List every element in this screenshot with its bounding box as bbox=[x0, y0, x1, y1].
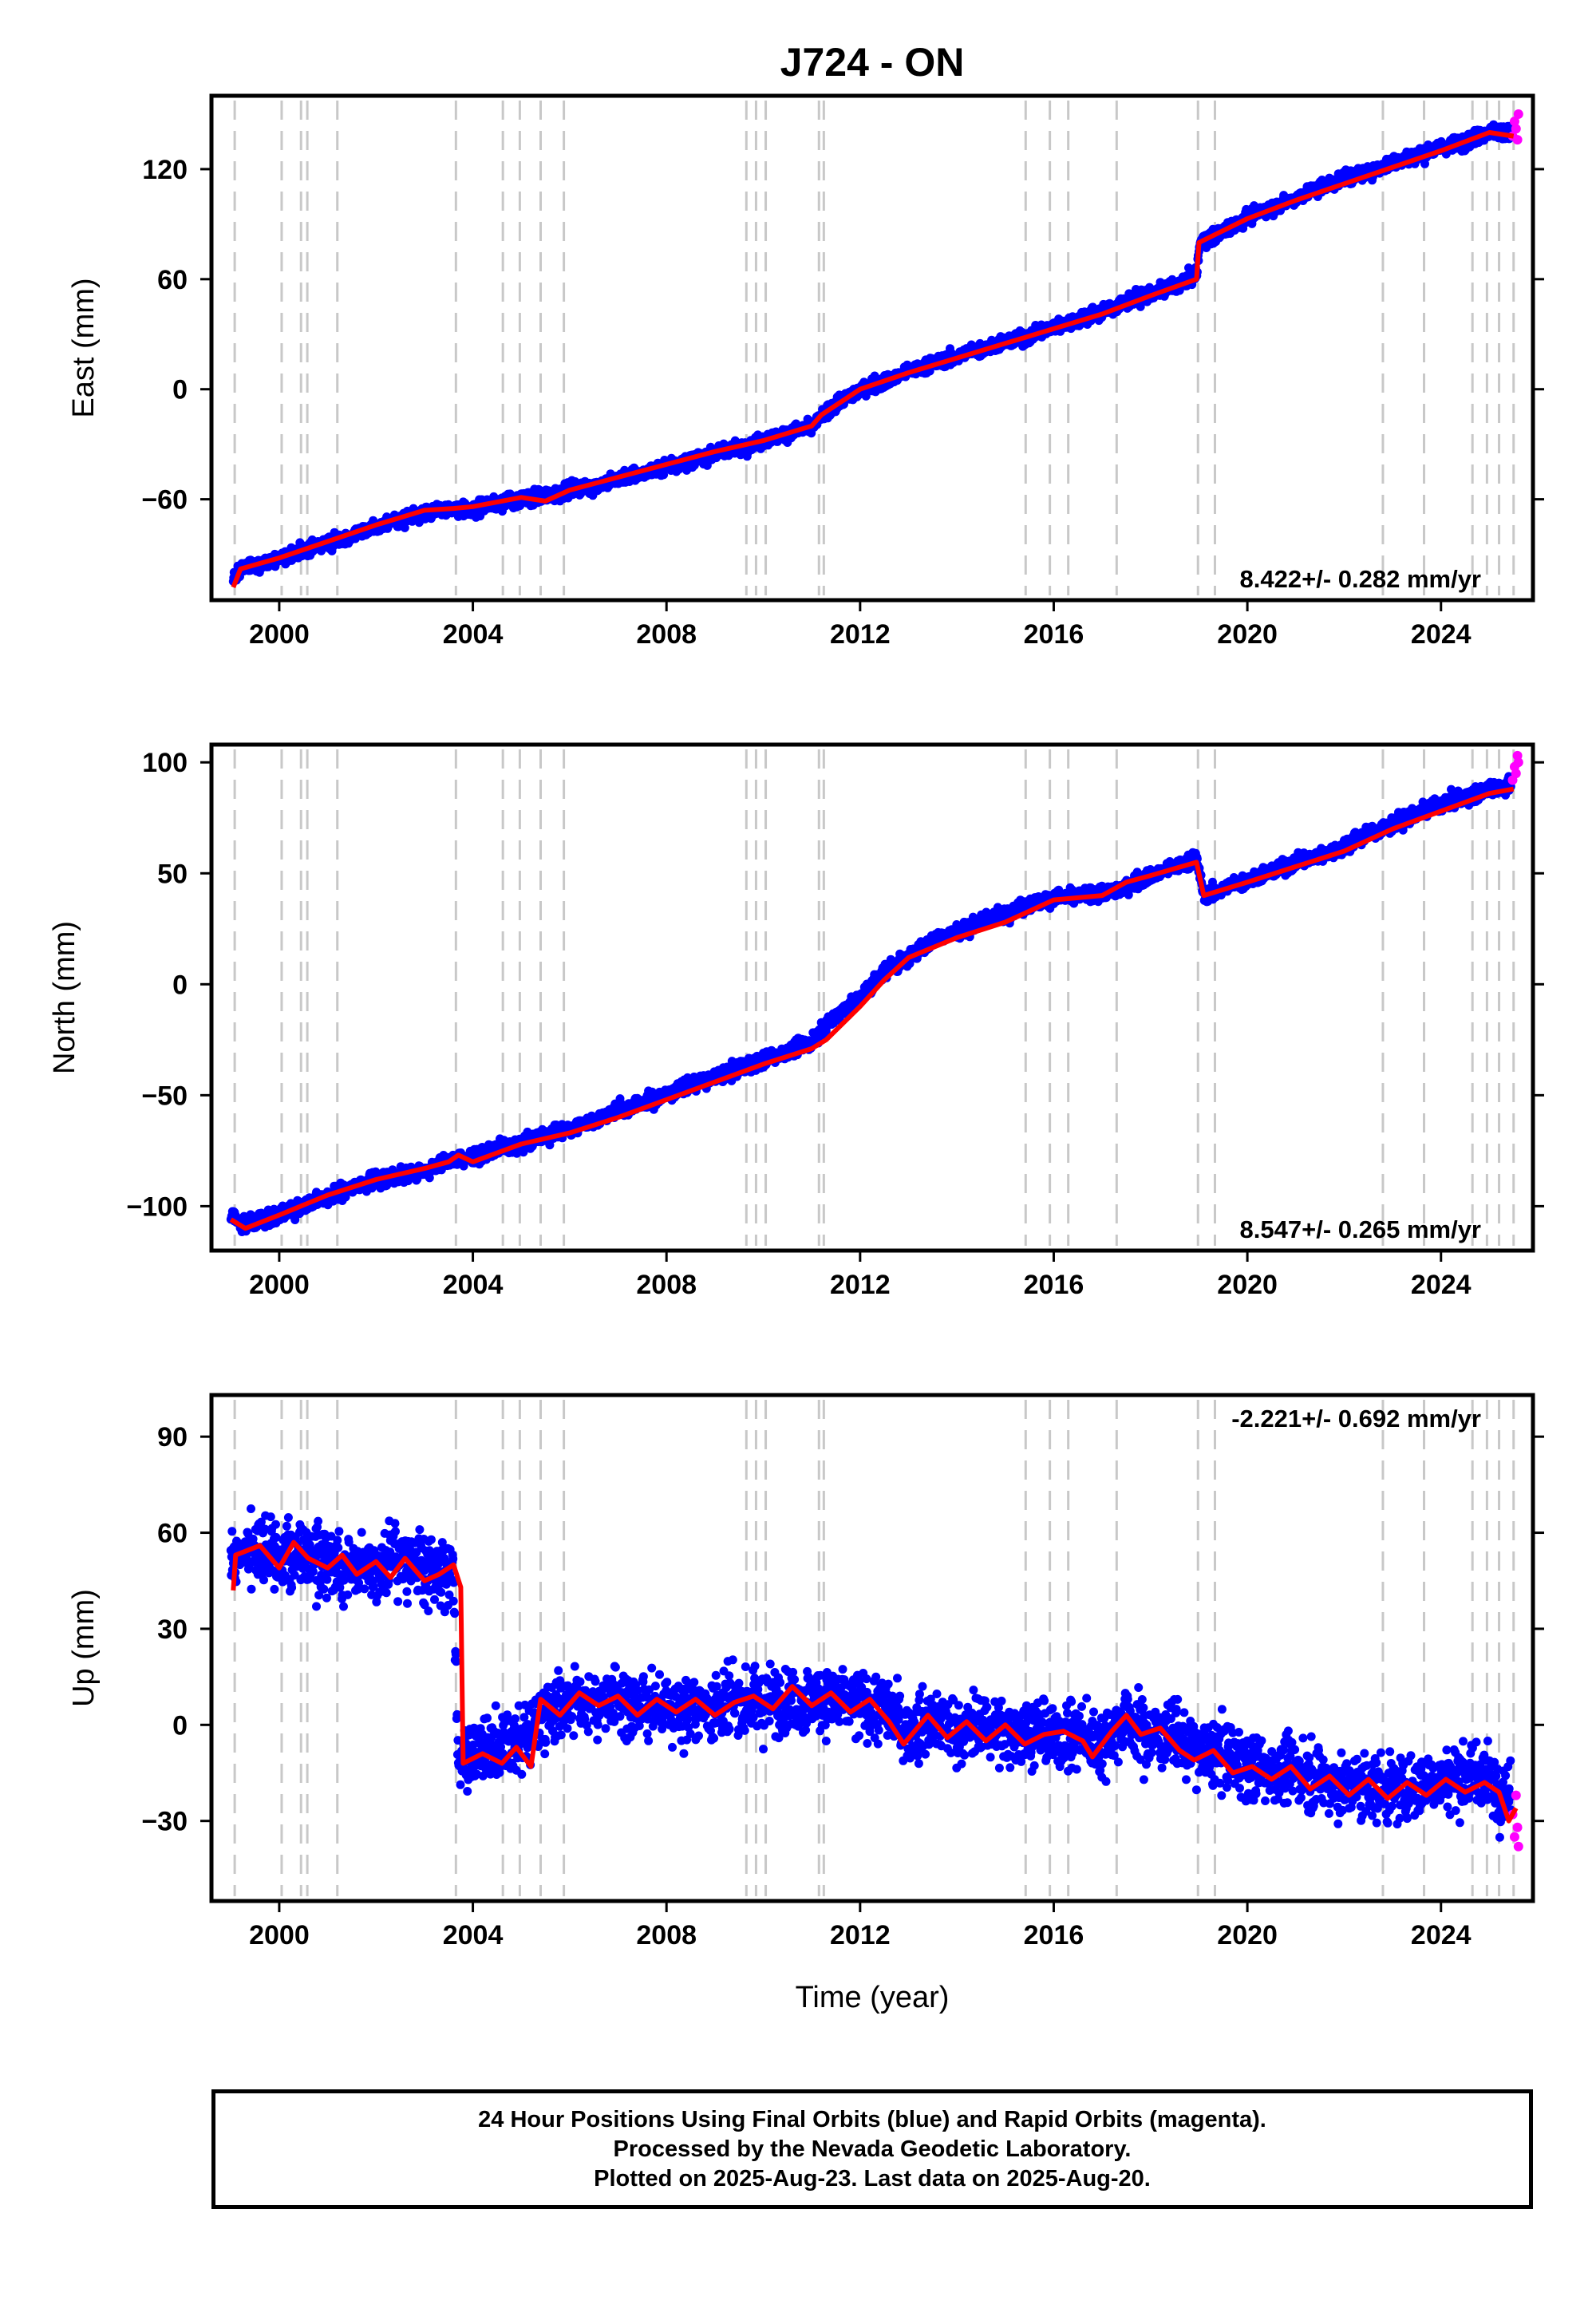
final-orbit-point bbox=[659, 470, 669, 480]
y-tick-label: 0 bbox=[172, 375, 188, 405]
rapid-orbit-point bbox=[1512, 135, 1523, 145]
y-tick-label: 60 bbox=[157, 265, 188, 295]
x-tick-label: 2008 bbox=[636, 619, 697, 650]
panel-east: 2000 2004 2008 2012 2016 2020 2024 −60 0 60 120 Ea… bbox=[67, 93, 1544, 650]
y-axis-label-east: East (mm) bbox=[67, 278, 101, 417]
chart-title: J724 - ON bbox=[780, 40, 965, 85]
x-tick-label: 2012 bbox=[830, 619, 891, 650]
panel-north: 2000 2004 2008 2012 2016 2020 2024−100−5005010… bbox=[48, 742, 1544, 1300]
rate-label-east: 8.422+/- 0.282 mm/yr bbox=[1240, 565, 1481, 593]
y-tick-label: −60 bbox=[141, 485, 188, 516]
rapid-orbit-point bbox=[1513, 109, 1523, 119]
final-orbit-point bbox=[400, 523, 409, 532]
x-tick-label: 2020 bbox=[1217, 619, 1278, 650]
y-tick-label: 120 bbox=[142, 155, 188, 185]
x-tick-label: 2024 bbox=[1411, 619, 1472, 650]
x-tick-label: 2016 bbox=[1024, 619, 1084, 650]
rapid-orbit-point bbox=[1511, 124, 1521, 134]
x-tick-label: 2004 bbox=[443, 619, 504, 650]
x-tick-label: 2000 bbox=[249, 619, 310, 650]
